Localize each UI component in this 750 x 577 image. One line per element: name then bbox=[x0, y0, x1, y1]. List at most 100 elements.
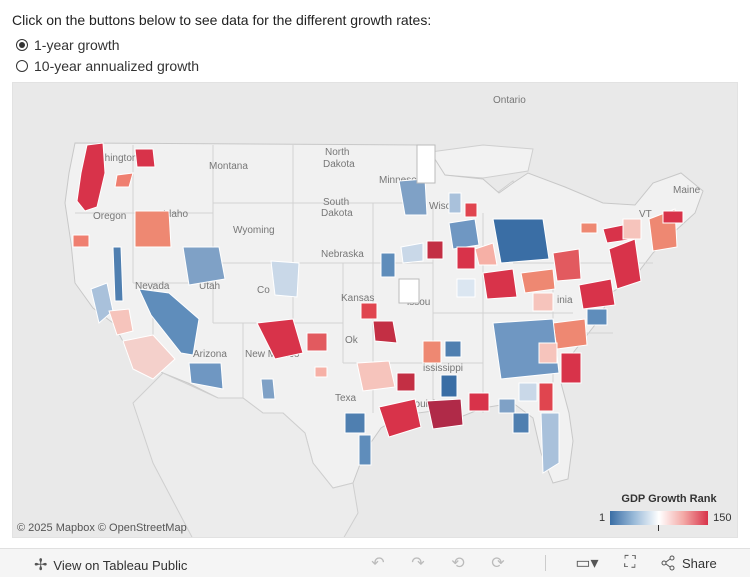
legend-max: 150 bbox=[713, 512, 732, 524]
metro-region[interactable] bbox=[306, 332, 328, 352]
view-on-tableau-public-link[interactable]: ✢ View on Tableau Public bbox=[34, 555, 187, 575]
toolbar-divider bbox=[545, 555, 546, 571]
metro-region[interactable] bbox=[560, 352, 582, 384]
metro-region[interactable] bbox=[182, 246, 226, 286]
metro-region[interactable] bbox=[662, 210, 684, 224]
growth-rate-selector: 1-year growth 10-year annualized growth bbox=[16, 34, 199, 76]
metro-region[interactable] bbox=[498, 398, 516, 414]
metro-region[interactable] bbox=[138, 288, 200, 356]
metro-region[interactable] bbox=[538, 382, 554, 412]
map-view[interactable]: Ontario Washington Montana North Dakota … bbox=[12, 82, 738, 538]
label-mississippi: ississippi bbox=[423, 363, 463, 374]
metro-region[interactable] bbox=[456, 246, 476, 270]
share-icon bbox=[661, 555, 675, 571]
metro-region[interactable] bbox=[492, 218, 550, 264]
metro-region[interactable] bbox=[464, 202, 478, 218]
metro-region[interactable] bbox=[440, 374, 458, 398]
metro-region[interactable] bbox=[578, 278, 616, 310]
revert-icon[interactable]: ⟲ bbox=[451, 555, 465, 572]
option-label: 1-year growth bbox=[34, 36, 120, 53]
metro-region[interactable] bbox=[358, 434, 372, 466]
metro-region[interactable] bbox=[586, 308, 608, 326]
metro-region[interactable] bbox=[134, 148, 156, 168]
legend-gradient-bar bbox=[610, 511, 709, 531]
metro-region[interactable] bbox=[256, 318, 304, 360]
label-louisiana: Louisi bbox=[409, 399, 435, 410]
undo-icon[interactable]: ↶ bbox=[371, 555, 385, 572]
view-label: View on Tableau Public bbox=[53, 557, 188, 573]
metro-region[interactable] bbox=[134, 210, 172, 248]
option-10-year-growth[interactable]: 10-year annualized growth bbox=[16, 55, 199, 76]
legend-title: GDP Growth Rank bbox=[621, 493, 717, 505]
metro-region[interactable] bbox=[482, 268, 518, 300]
redo-icon[interactable]: ↷ bbox=[411, 555, 425, 572]
metro-region[interactable] bbox=[520, 268, 556, 294]
metro-region[interactable] bbox=[580, 222, 598, 234]
tableau-toolbar: ✢ View on Tableau Public ↶ ↷ ⟲ ⟳ ▭▾ ⛶ Sh… bbox=[0, 548, 750, 577]
metro-region[interactable] bbox=[396, 372, 416, 392]
metro-region[interactable] bbox=[422, 340, 442, 364]
metro-region[interactable] bbox=[552, 248, 582, 282]
label-wyoming: Wyoming bbox=[233, 225, 275, 236]
radio-selected-icon[interactable] bbox=[16, 38, 28, 51]
label-nevada: Nevada bbox=[135, 281, 170, 292]
share-button[interactable]: Share bbox=[660, 555, 717, 571]
metro-region[interactable] bbox=[448, 192, 462, 214]
metro-region[interactable] bbox=[538, 342, 558, 364]
metro-region[interactable] bbox=[344, 412, 366, 434]
metro-region[interactable] bbox=[444, 340, 462, 358]
metro-region[interactable] bbox=[540, 412, 560, 474]
metro-region[interactable] bbox=[608, 238, 642, 290]
label-virginia: inia bbox=[557, 295, 573, 306]
us-map-svg[interactable]: Ontario Washington Montana North Dakota … bbox=[13, 83, 738, 538]
metro-region[interactable] bbox=[532, 292, 554, 312]
option-label: 10-year annualized growth bbox=[34, 57, 199, 74]
metro-region[interactable] bbox=[114, 172, 134, 188]
metro-regions[interactable] bbox=[72, 142, 684, 474]
metro-region[interactable] bbox=[622, 218, 642, 240]
metro-region[interactable] bbox=[448, 218, 480, 250]
metro-region[interactable] bbox=[270, 260, 300, 298]
download-icon[interactable]: ▭▾ bbox=[575, 555, 599, 572]
metro-region[interactable] bbox=[492, 318, 560, 380]
metro-region[interactable] bbox=[314, 366, 328, 378]
radio-unselected-icon[interactable] bbox=[16, 59, 28, 72]
metro-region[interactable] bbox=[122, 334, 176, 380]
metro-region[interactable] bbox=[518, 382, 538, 402]
metro-region[interactable] bbox=[400, 242, 424, 264]
metro-region[interactable] bbox=[372, 320, 398, 344]
metro-region[interactable] bbox=[356, 360, 396, 392]
metro-region[interactable] bbox=[188, 362, 224, 390]
option-1-year-growth[interactable]: 1-year growth bbox=[16, 34, 199, 55]
fullscreen-icon[interactable]: ⛶ bbox=[624, 554, 636, 571]
metro-region[interactable] bbox=[456, 278, 476, 298]
instructions-text: Click on the buttons below to see data f… bbox=[12, 12, 432, 28]
map-attribution: © 2025 Mapbox © OpenStreetMap bbox=[17, 522, 187, 534]
label-wisconsin: Wisc bbox=[429, 201, 451, 212]
metro-region[interactable] bbox=[398, 178, 428, 216]
metro-region[interactable] bbox=[260, 378, 276, 400]
metro-region[interactable] bbox=[416, 144, 436, 184]
metro-region[interactable] bbox=[76, 142, 106, 212]
metro-region[interactable] bbox=[512, 412, 530, 434]
metro-region[interactable] bbox=[552, 318, 588, 350]
metro-region[interactable] bbox=[112, 246, 124, 302]
tableau-logo-icon: ✢ bbox=[34, 557, 48, 574]
metro-region[interactable] bbox=[108, 308, 134, 336]
metro-region[interactable] bbox=[72, 234, 90, 248]
label-idaho: Idaho bbox=[163, 209, 188, 220]
metro-region[interactable] bbox=[474, 242, 498, 266]
label-vermont: VT bbox=[639, 209, 652, 220]
metro-region[interactable] bbox=[398, 278, 420, 304]
label-arizona: Arizona bbox=[193, 349, 227, 360]
metro-region[interactable] bbox=[468, 392, 490, 412]
metro-region[interactable] bbox=[380, 252, 396, 278]
label-washington: Washington bbox=[85, 153, 137, 164]
refresh-icon[interactable]: ⟳ bbox=[491, 555, 505, 572]
metro-region[interactable] bbox=[426, 240, 444, 260]
metro-region[interactable] bbox=[426, 398, 464, 430]
metro-region[interactable] bbox=[378, 398, 422, 438]
metro-region[interactable] bbox=[360, 302, 378, 320]
mexico-landmass bbox=[132, 372, 359, 537]
label-oklahoma: Ok bbox=[345, 335, 359, 346]
